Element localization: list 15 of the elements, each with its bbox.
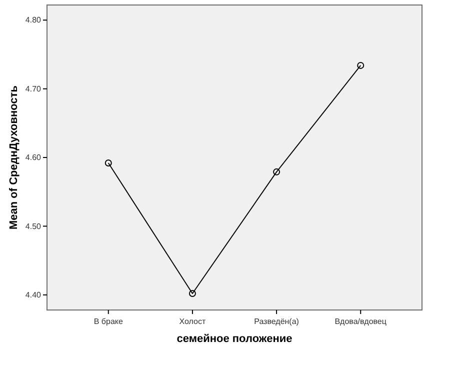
x-tick-label: Вдова/вдовец	[334, 317, 387, 326]
point	[357, 62, 364, 69]
y-tick-label: 4.70	[25, 84, 42, 94]
y-tick-label: 4.40	[25, 290, 42, 300]
y-tick-label: 4.80	[25, 16, 42, 25]
y-tick-label: 4.60	[25, 153, 42, 162]
point	[273, 168, 280, 176]
x-axis-title: семейное положение	[176, 333, 292, 345]
x-tick-label: Холост	[179, 317, 206, 326]
x-tick-label: В браке	[94, 317, 124, 326]
y-axis-title: Mean of СреднДуховность	[8, 85, 20, 230]
point	[188, 290, 196, 298]
point	[104, 159, 112, 166]
x-tick-label: Разведён(а)	[254, 317, 300, 326]
y-tick-label: 4.50	[25, 222, 42, 231]
